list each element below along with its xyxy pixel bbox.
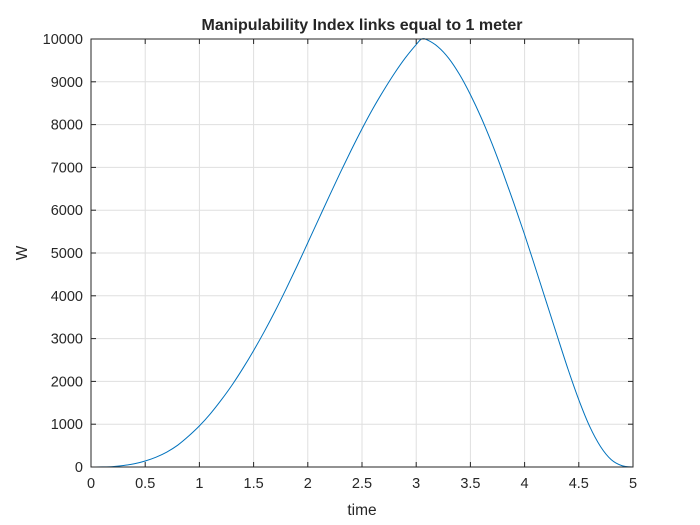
y-tick-label: 3000 <box>51 332 83 348</box>
x-tick-label: 0.5 <box>135 476 155 492</box>
x-tick-label: 1.5 <box>244 476 264 492</box>
x-tick-label: 4.5 <box>569 476 589 492</box>
x-axis-title: time <box>347 502 376 519</box>
x-tick-label: 4 <box>521 476 529 492</box>
ticks <box>90 38 634 468</box>
x-tick-label: 2 <box>304 476 312 492</box>
x-tick-label: 1 <box>195 476 203 492</box>
x-tick-labels: 0 0.5 1 1.5 2 2.5 3 3.5 4 4.5 5 <box>87 476 637 492</box>
y-tick-label: 5000 <box>51 246 83 262</box>
series-layer <box>90 38 634 468</box>
y-tick-label: 8000 <box>51 118 83 134</box>
y-tick-label: 9000 <box>51 75 83 91</box>
x-tick-label: 5 <box>629 476 637 492</box>
y-tick-label: 6000 <box>51 203 83 219</box>
y-tick-label: 4000 <box>51 289 83 305</box>
chart-title: Manipulability Index links equal to 1 me… <box>202 17 523 34</box>
y-tick-labels: 0 1000 2000 3000 4000 5000 6000 7000 8000 9000 100… <box>43 32 83 476</box>
x-tick-label: 3 <box>412 476 420 492</box>
series-line <box>90 38 634 468</box>
y-tick-label: 0 <box>75 460 83 476</box>
y-tick-label: 2000 <box>51 374 83 390</box>
y-tick-label: 7000 <box>51 160 83 176</box>
x-tick-label: 0 <box>87 476 95 492</box>
x-tick-label: 3.5 <box>460 476 480 492</box>
y-tick-label: 10000 <box>43 32 83 48</box>
y-tick-label: 1000 <box>51 417 83 433</box>
x-tick-label: 2.5 <box>352 476 372 492</box>
y-axis-title: W <box>14 245 31 260</box>
